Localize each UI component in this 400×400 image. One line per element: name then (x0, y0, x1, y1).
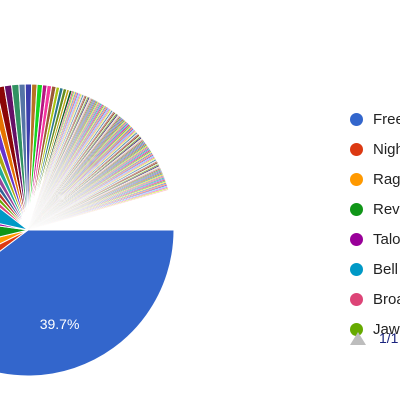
legend-pager: 1/1 (350, 330, 398, 346)
legend-label: Rag (373, 170, 400, 188)
legend-swatch-icon (350, 142, 363, 156)
legend-swatch-icon (350, 292, 363, 306)
legend-swatch-icon (350, 202, 363, 216)
pager-prev-arrow-icon[interactable] (350, 331, 366, 345)
legend-label: Bell (373, 260, 399, 278)
legend-item[interactable]: Talo (350, 224, 400, 254)
pager-text: 1/1 (379, 330, 399, 346)
legend-item[interactable]: Rag (350, 164, 400, 194)
legend-label: Free (373, 110, 400, 128)
pie-slice[interactable] (0, 210, 29, 265)
legend-item[interactable]: Free (350, 104, 400, 134)
legend-swatch-icon (350, 112, 363, 126)
legend: Free Nigh Rag Rev Talo Bell Broa Jaw (350, 104, 400, 344)
legend-label: Nigh (373, 140, 400, 158)
legend-item[interactable]: Nigh (350, 134, 400, 164)
slice-value-label: 39.7% (40, 316, 80, 332)
legend-item[interactable]: Rev (350, 194, 400, 224)
legend-swatch-icon (350, 232, 363, 246)
legend-label: Jaw (373, 320, 400, 338)
legend-item[interactable]: Bell (350, 254, 400, 284)
legend-label: Talo (373, 230, 400, 248)
pie-slice[interactable] (0, 229, 29, 295)
legend-label: Broa (373, 290, 400, 308)
legend-swatch-icon (350, 262, 363, 276)
legend-item[interactable]: Broa (350, 284, 400, 314)
legend-swatch-icon (350, 172, 363, 186)
pie-slice[interactable] (0, 229, 175, 377)
pie-slice[interactable] (27, 188, 169, 231)
legend-label: Rev (373, 200, 400, 218)
